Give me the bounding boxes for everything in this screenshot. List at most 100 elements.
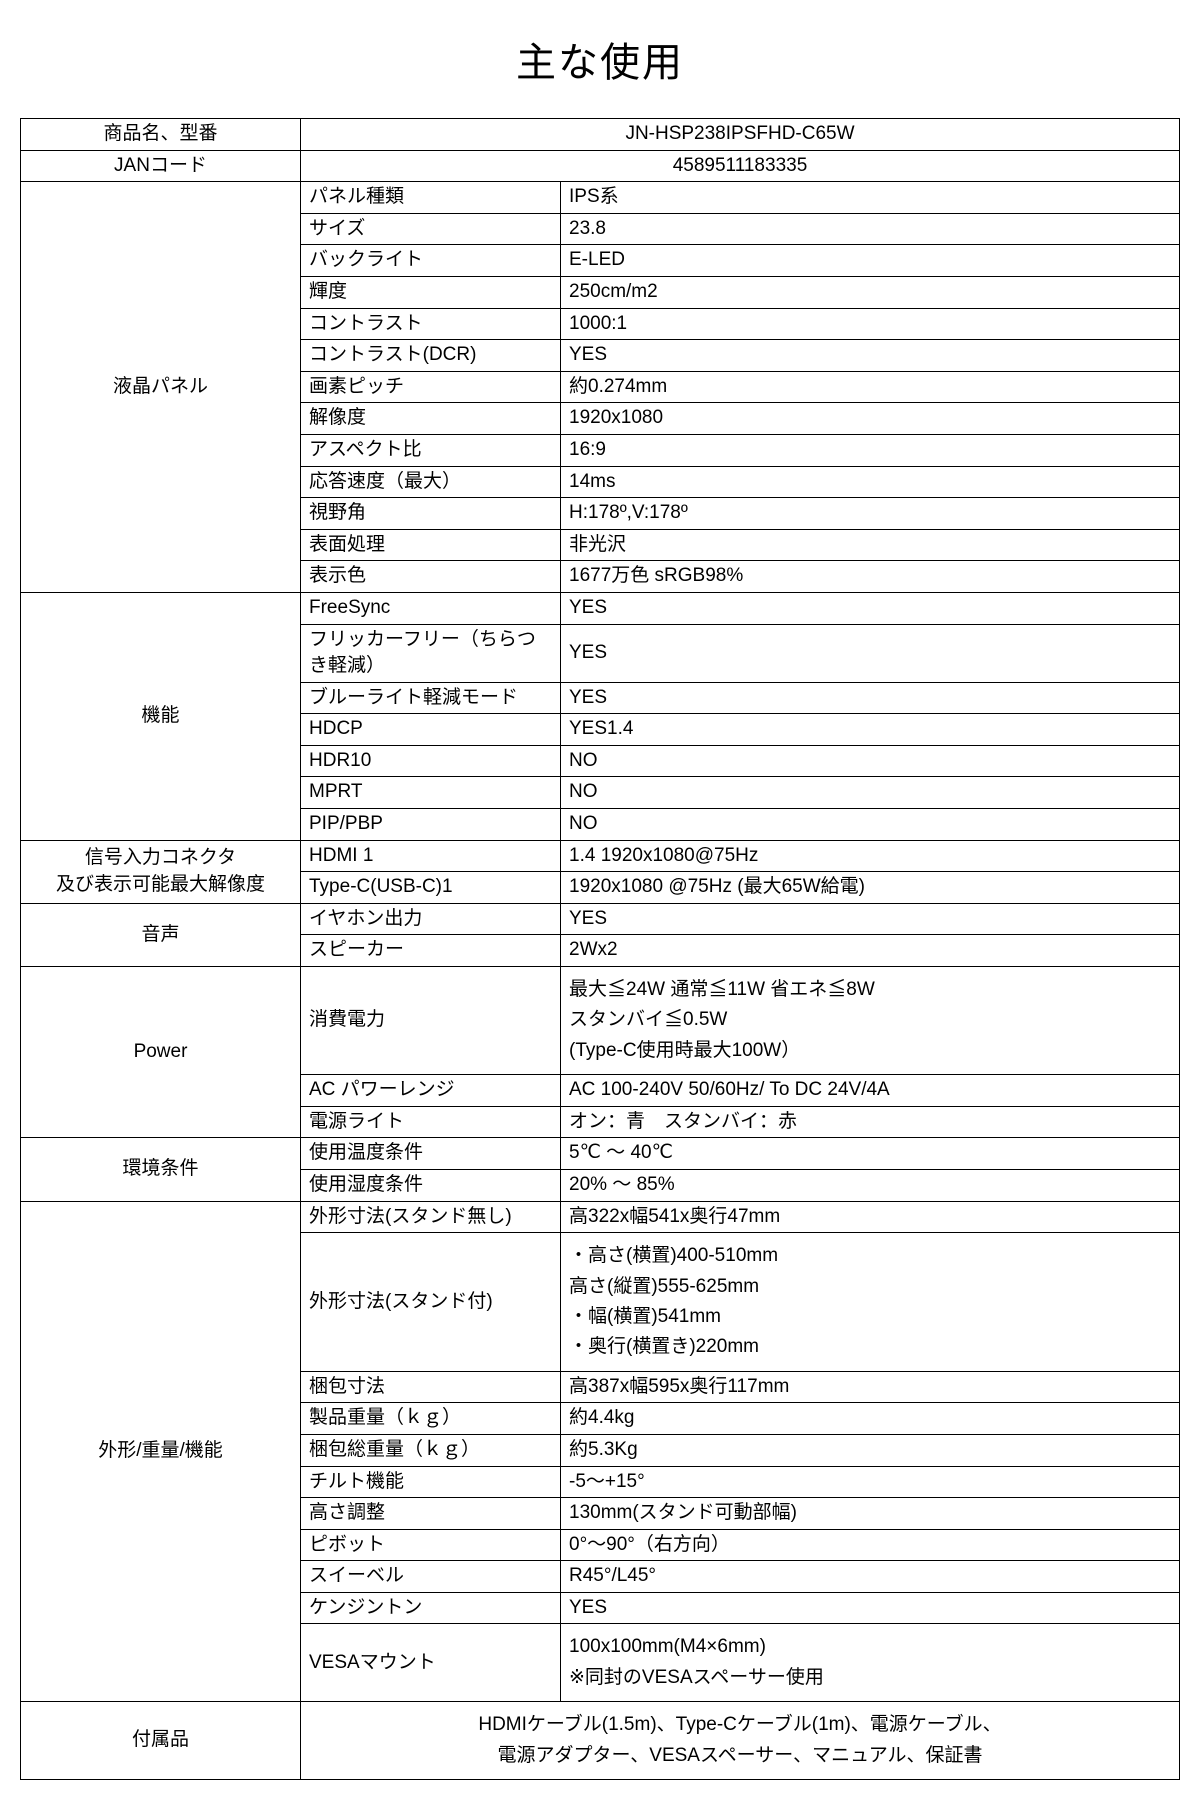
- category-power: Power: [21, 967, 301, 1138]
- spec-value: YES: [561, 903, 1180, 935]
- spec-label: チルト機能: [301, 1466, 561, 1498]
- product-value: JN-HSP238IPSFHD-C65W: [301, 119, 1180, 151]
- spec-value: 高387x幅595x奥行117mm: [561, 1371, 1180, 1403]
- spec-label: スイーベル: [301, 1561, 561, 1593]
- spec-value: NO: [561, 745, 1180, 777]
- spec-label: アスペクト比: [301, 434, 561, 466]
- category-signal-line1: 信号入力コネクタ: [85, 847, 236, 868]
- category-functions: 機能: [21, 592, 301, 840]
- spec-value: H:178º,V:178º: [561, 498, 1180, 530]
- category-accessories: 付属品: [21, 1702, 301, 1780]
- spec-label: 表面処理: [301, 529, 561, 561]
- spec-value: IPS系: [561, 182, 1180, 214]
- table-row: 外形/重量/機能 外形寸法(スタンド無し) 高322x幅541x奥行47mm: [21, 1201, 1180, 1233]
- spec-label: パネル種類: [301, 182, 561, 214]
- spec-value: YES: [561, 340, 1180, 372]
- power-consumption-line1: 最大≦24W 通常≦11W 省エネ≦8W: [569, 979, 875, 1000]
- spec-value: YES: [561, 592, 1180, 624]
- spec-value: 1920x1080 @75Hz (最大65W給電): [561, 872, 1180, 904]
- spec-label: FreeSync: [301, 592, 561, 624]
- spec-value: YES1.4: [561, 714, 1180, 746]
- spec-label: VESAマウント: [301, 1624, 561, 1702]
- form-stand-line4: ・奥行(横置き)220mm: [569, 1336, 759, 1357]
- spec-value: -5～+15°: [561, 1466, 1180, 1498]
- power-consumption-line2: スタンバイ≦0.5W: [569, 1009, 727, 1030]
- jan-value: 4589511183335: [301, 150, 1180, 182]
- spec-label: 画素ピッチ: [301, 371, 561, 403]
- spec-label: 応答速度（最大）: [301, 466, 561, 498]
- category-signal: 信号入力コネクタ 及び表示可能最大解像度: [21, 840, 301, 903]
- table-row: 機能 FreeSync YES: [21, 592, 1180, 624]
- spec-value: 14ms: [561, 466, 1180, 498]
- spec-table: 商品名、型番 JN-HSP238IPSFHD-C65W JANコード 45895…: [20, 118, 1180, 1780]
- spec-value: 0°～90°（右方向）: [561, 1529, 1180, 1561]
- spec-label: フリッカーフリー（ちらつき軽減）: [301, 624, 561, 682]
- power-consumption-line3: (Type-C使用時最大100W）: [569, 1040, 800, 1061]
- spec-label: 解像度: [301, 403, 561, 435]
- spec-value: 23.8: [561, 213, 1180, 245]
- spec-value: R45°/L45°: [561, 1561, 1180, 1593]
- jan-label: JANコード: [21, 150, 301, 182]
- spec-value: 1677万色 sRGB98%: [561, 561, 1180, 593]
- spec-value: NO: [561, 809, 1180, 841]
- spec-label: バックライト: [301, 245, 561, 277]
- spec-value: 最大≦24W 通常≦11W 省エネ≦8W スタンバイ≦0.5W (Type-C使…: [561, 967, 1180, 1075]
- spec-label: 外形寸法(スタンド付): [301, 1233, 561, 1372]
- table-row: JANコード 4589511183335: [21, 150, 1180, 182]
- spec-label: 梱包総重量（ｋｇ）: [301, 1434, 561, 1466]
- accessories-line2: 電源アダプター、VESAスペーサー、マニュアル、保証書: [497, 1745, 982, 1766]
- category-signal-line2: 及び表示可能最大解像度: [56, 874, 265, 895]
- category-audio: 音声: [21, 903, 301, 966]
- spec-label: サイズ: [301, 213, 561, 245]
- spec-value: 16:9: [561, 434, 1180, 466]
- spec-label: 視野角: [301, 498, 561, 530]
- spec-value: 5℃ ～ 40℃: [561, 1138, 1180, 1170]
- table-row: 液晶パネル パネル種類 IPS系: [21, 182, 1180, 214]
- spec-value: 1.4 1920x1080@75Hz: [561, 840, 1180, 872]
- spec-label: ブルーライト軽減モード: [301, 682, 561, 714]
- spec-value: YES: [561, 682, 1180, 714]
- spec-value: 100x100mm(M4×6mm) ※同封のVESAスペーサー使用: [561, 1624, 1180, 1702]
- product-label: 商品名、型番: [21, 119, 301, 151]
- spec-label: 高さ調整: [301, 1498, 561, 1530]
- table-row: Power 消費電力 最大≦24W 通常≦11W 省エネ≦8W スタンバイ≦0.…: [21, 967, 1180, 1075]
- vesa-line1: 100x100mm(M4×6mm): [569, 1636, 766, 1657]
- table-row: 商品名、型番 JN-HSP238IPSFHD-C65W: [21, 119, 1180, 151]
- form-stand-line1: ・高さ(横置)400-510mm: [569, 1245, 778, 1266]
- spec-value: 1000:1: [561, 308, 1180, 340]
- page-title: 主な使用: [20, 30, 1180, 88]
- table-row: 付属品 HDMIケーブル(1.5m)、Type-Cケーブル(1m)、電源ケーブル…: [21, 1702, 1180, 1780]
- spec-label: ケンジントン: [301, 1592, 561, 1624]
- spec-value: 非光沢: [561, 529, 1180, 561]
- spec-label: MPRT: [301, 777, 561, 809]
- form-stand-line3: ・幅(横置)541mm: [569, 1306, 721, 1327]
- vesa-line2: ※同封のVESAスペーサー使用: [569, 1667, 824, 1688]
- spec-label: 使用温度条件: [301, 1138, 561, 1170]
- spec-label: 電源ライト: [301, 1106, 561, 1138]
- spec-value: 130mm(スタンド可動部幅): [561, 1498, 1180, 1530]
- spec-label: コントラスト(DCR): [301, 340, 561, 372]
- spec-label: イヤホン出力: [301, 903, 561, 935]
- accessories-value: HDMIケーブル(1.5m)、Type-Cケーブル(1m)、電源ケーブル、 電源…: [301, 1702, 1180, 1780]
- spec-label: AC パワーレンジ: [301, 1075, 561, 1107]
- category-form: 外形/重量/機能: [21, 1201, 301, 1702]
- spec-label: 外形寸法(スタンド無し): [301, 1201, 561, 1233]
- spec-label: Type-C(USB-C)1: [301, 872, 561, 904]
- spec-value: 高322x幅541x奥行47mm: [561, 1201, 1180, 1233]
- spec-label: 使用湿度条件: [301, 1169, 561, 1201]
- spec-label: 表示色: [301, 561, 561, 593]
- spec-label: 梱包寸法: [301, 1371, 561, 1403]
- category-env: 環境条件: [21, 1138, 301, 1201]
- spec-value: 2Wx2: [561, 935, 1180, 967]
- spec-label: HDR10: [301, 745, 561, 777]
- spec-value: 1920x1080: [561, 403, 1180, 435]
- spec-value: 250cm/m2: [561, 276, 1180, 308]
- spec-value: 約0.274mm: [561, 371, 1180, 403]
- category-panel: 液晶パネル: [21, 182, 301, 593]
- spec-value: オン：青 スタンバイ：赤: [561, 1106, 1180, 1138]
- table-row: 信号入力コネクタ 及び表示可能最大解像度 HDMI 1 1.4 1920x108…: [21, 840, 1180, 872]
- spec-label: 製品重量（ｋｇ）: [301, 1403, 561, 1435]
- spec-label: HDMI 1: [301, 840, 561, 872]
- spec-label: HDCP: [301, 714, 561, 746]
- spec-label: 輝度: [301, 276, 561, 308]
